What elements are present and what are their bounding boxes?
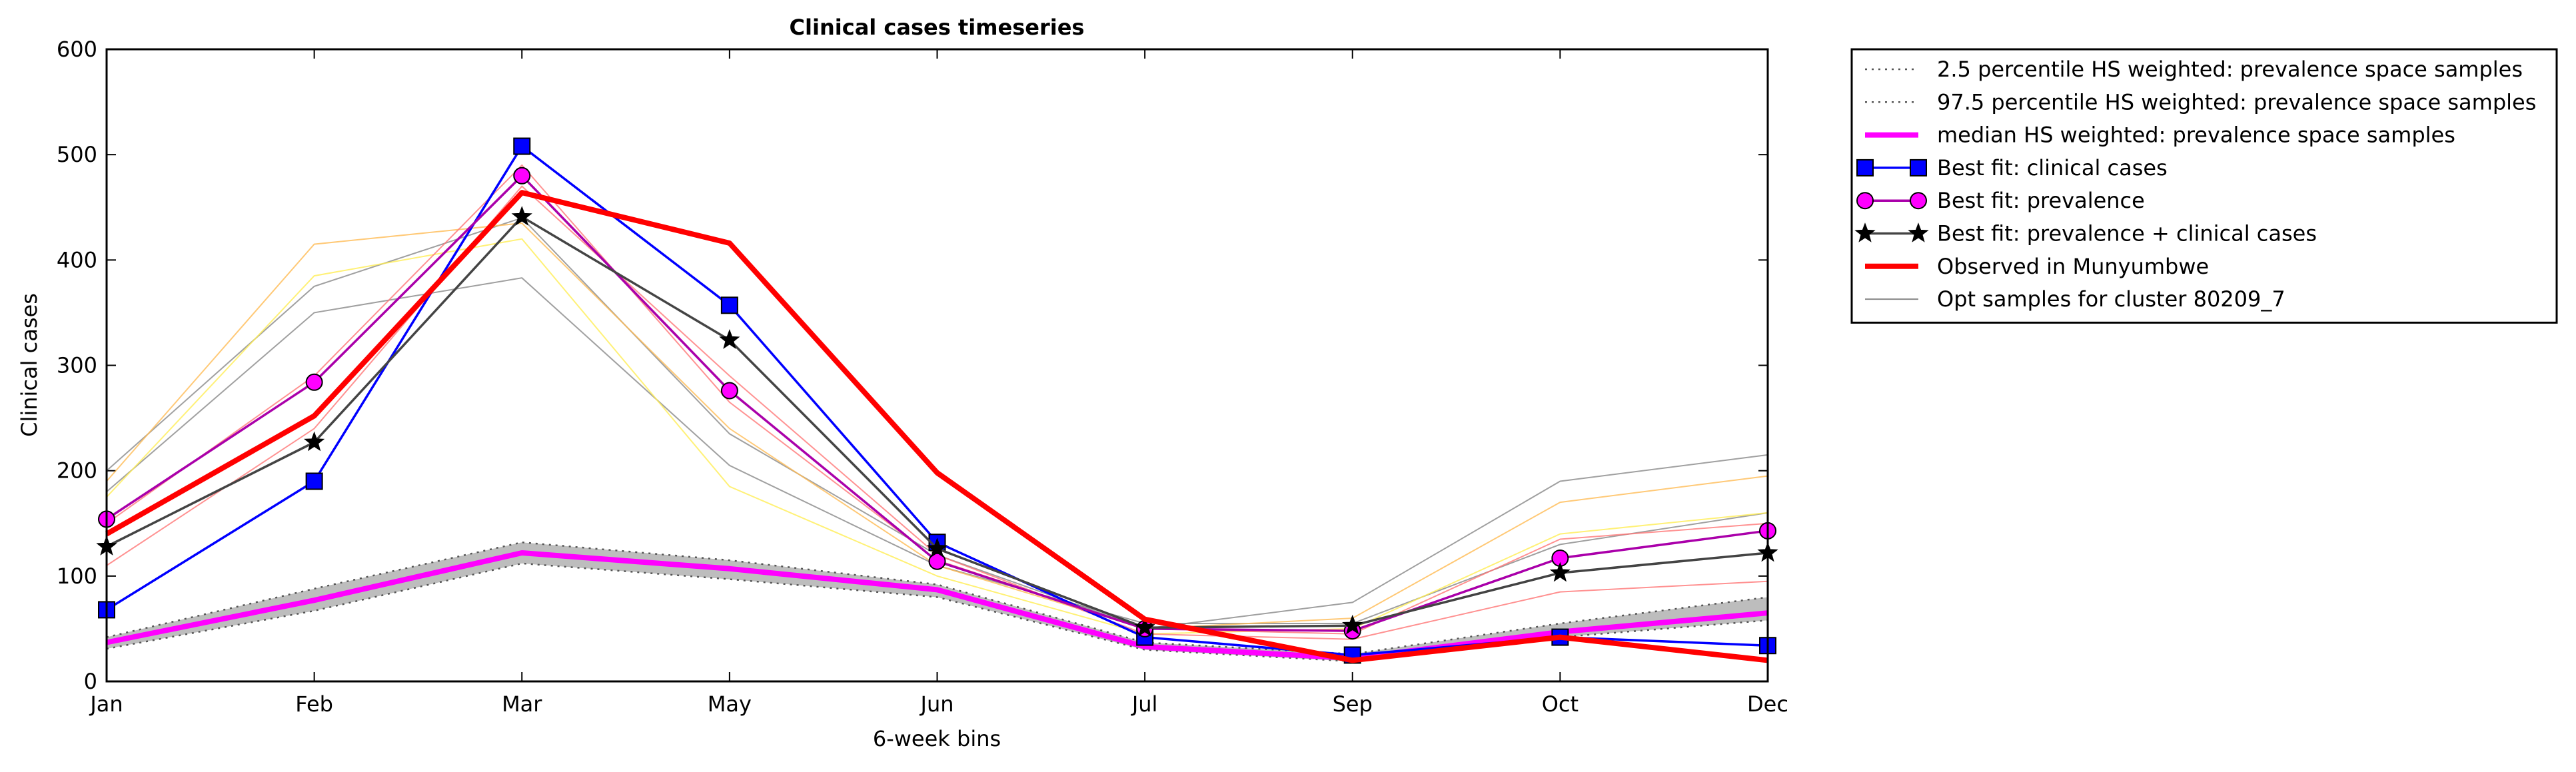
legend-label: 2.5 percentile HS weighted: prevalence s…	[1937, 57, 2523, 82]
legend-label: Observed in Munyumbwe	[1937, 254, 2209, 279]
marker-star	[1342, 614, 1363, 635]
legend-label: Best fit: prevalence	[1937, 188, 2145, 213]
x-tick-label: Jul	[1131, 691, 1158, 717]
marker-circle	[1856, 192, 1874, 210]
marker-star	[304, 431, 325, 452]
series-line	[105, 190, 1768, 663]
chart-title: Clinical cases timeseries	[790, 15, 1085, 40]
y-tick-label: 500	[57, 142, 97, 167]
marker-star	[1134, 616, 1155, 637]
marker-star	[719, 329, 740, 349]
x-tick-label: Mar	[502, 691, 542, 717]
y-tick-label: 200	[57, 458, 97, 484]
y-tick-label: 100	[57, 564, 97, 589]
marker-circle	[928, 552, 946, 570]
x-tick-label: Dec	[1747, 691, 1788, 717]
y-tick-label: 400	[57, 247, 97, 272]
series-line	[106, 550, 1768, 661]
marker-star	[1854, 222, 1876, 242]
x-tick-label: Jan	[89, 691, 123, 717]
x-tick-label: Sep	[1333, 691, 1373, 717]
legend-label: Opt samples for cluster 80209_7	[1937, 286, 2285, 312]
legend-box	[1850, 48, 2558, 324]
marker-circle	[305, 373, 323, 391]
y-tick-label: 600	[57, 37, 97, 62]
x-tick-label: Oct	[1542, 691, 1579, 717]
legend-label: Best fit: prevalence + clinical cases	[1937, 221, 2317, 246]
marker-square	[720, 296, 738, 314]
marker-star	[511, 206, 532, 226]
y-tick-label: 0	[84, 669, 97, 694]
x-axis-label: 6-week bins	[873, 726, 1001, 751]
marker-star	[1908, 222, 1929, 242]
marker-square	[305, 472, 323, 490]
sample-line	[106, 238, 1768, 635]
marker-star	[926, 538, 948, 558]
x-tick-label: May	[708, 691, 752, 717]
marker-square	[1910, 159, 1927, 177]
marker-circle	[1910, 192, 1927, 210]
marker-circle	[513, 167, 531, 185]
marker-square	[513, 137, 531, 155]
y-axis-label: Clinical cases	[17, 293, 42, 437]
marker-square	[1856, 159, 1874, 177]
legend-label: median HS weighted: prevalence space sam…	[1937, 123, 2455, 148]
legend-label: Best fit: clinical cases	[1937, 155, 2168, 181]
series-line	[106, 562, 1768, 663]
x-tick-label: Jun	[920, 691, 954, 717]
series-line	[106, 541, 1768, 655]
marker-circle	[720, 382, 738, 400]
marker-star	[1549, 562, 1571, 582]
legend-label: 97.5 percentile HS weighted: prevalence …	[1937, 89, 2536, 115]
y-tick-label: 300	[57, 353, 97, 378]
plot-frame	[105, 48, 1769, 683]
x-tick-label: Feb	[295, 691, 333, 717]
